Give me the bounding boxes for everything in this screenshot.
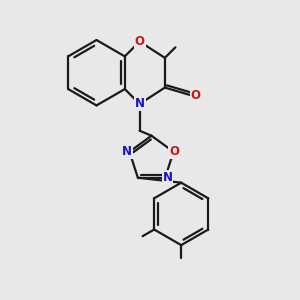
Text: O: O	[135, 35, 145, 48]
Text: O: O	[190, 88, 200, 101]
Text: O: O	[169, 145, 179, 158]
Text: N: N	[135, 98, 145, 110]
Text: N: N	[122, 145, 132, 158]
Text: N: N	[163, 171, 172, 184]
